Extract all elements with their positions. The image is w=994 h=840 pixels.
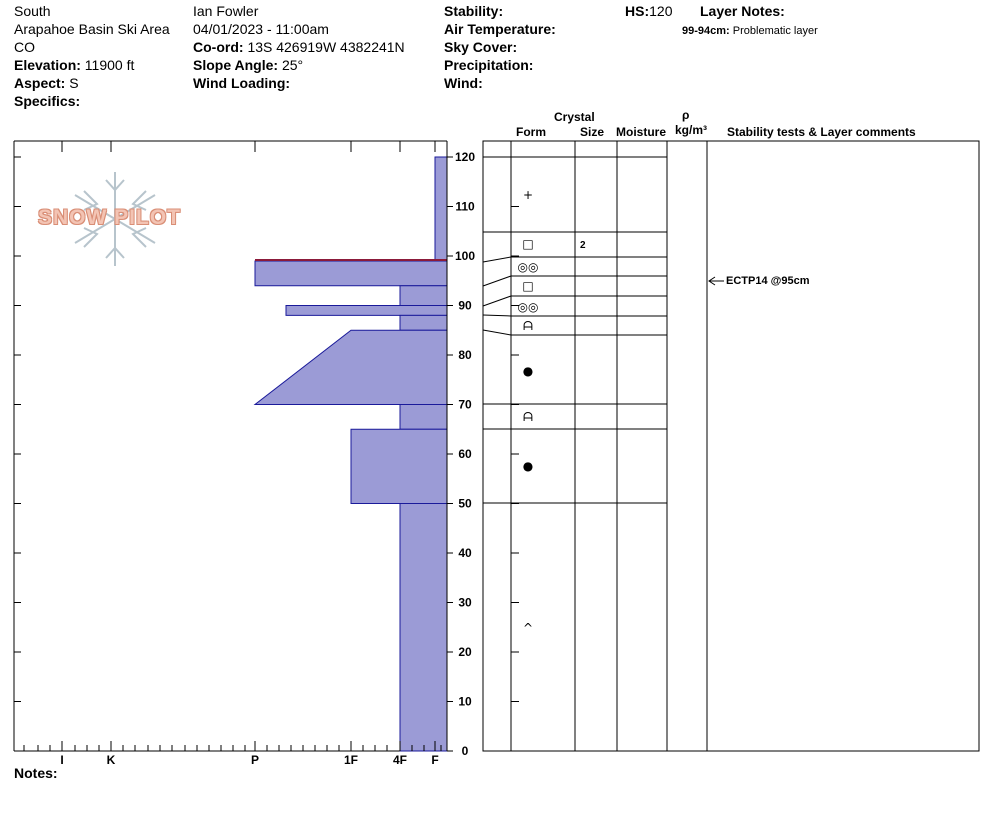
depth-tick-label-0: 0 <box>462 744 469 758</box>
depth-tick-label-60: 60 <box>458 447 472 461</box>
wind-loading-label: Wind Loading: <box>193 75 291 91</box>
logo-text: SNOW PILOT <box>38 206 181 229</box>
coord-label: Co-ord: <box>193 39 244 55</box>
specifics-label: Specifics: <box>14 93 81 109</box>
layer-note-text: Problematic layer <box>732 25 818 37</box>
date-time: 04/01/2023 - 11:00am <box>193 21 329 37</box>
layer-connector-96 <box>482 275 512 287</box>
aspect-value: S <box>69 75 79 91</box>
elevation: Elevation: 11900 ft <box>14 57 134 74</box>
hardness-bar-6 <box>399 404 448 430</box>
coordinates: Co-ord: 13S 426919W 4382241N <box>193 39 405 56</box>
depth-tick-label-80: 80 <box>458 348 472 362</box>
depth-tick-label-70: 70 <box>458 398 472 412</box>
precip-label: Precipitation: <box>444 57 534 73</box>
grain-form-symbol-102: □ <box>522 237 533 251</box>
layer-notes-label: Layer Notes: <box>700 3 785 19</box>
hardness-bar-3 <box>285 305 448 316</box>
air-temp-label: Air Temperature: <box>444 21 556 37</box>
snow-height: HS:120 <box>625 3 672 20</box>
hardness-bar-5 <box>253 329 448 405</box>
layer-connector-92 <box>482 295 512 307</box>
stability-label: Stability: <box>444 3 504 19</box>
arrow-head-icon <box>708 276 716 286</box>
elevation-value: 11900 ft <box>84 57 135 73</box>
rho-header: ρ <box>682 108 690 122</box>
hardness-bar-8 <box>399 503 448 752</box>
form-header: Form <box>516 125 546 139</box>
grain-form-symbol-90: ◎◎ <box>518 300 539 314</box>
stability-comments-header: Stability tests & Layer comments <box>727 125 916 139</box>
layer-connector-99 <box>482 256 512 263</box>
hardness-bar-1 <box>254 260 448 287</box>
hardness-tick-label-I: I <box>60 753 63 767</box>
observer-name: Ian Fowler <box>193 3 259 19</box>
grain-form-symbol-68: ᗩ <box>523 410 533 424</box>
grain-form-symbol-58: ● <box>523 459 533 473</box>
snowflake-icon <box>74 172 156 266</box>
hardness-tick-label-4F: 4F <box>393 753 407 767</box>
aspect-label: Aspect: <box>14 75 66 91</box>
layer-table-frame <box>482 140 980 752</box>
notes-label: Notes: <box>14 765 58 781</box>
depth-tick-label-50: 50 <box>458 497 472 511</box>
density-unit-header: kg/m³ <box>675 123 708 137</box>
hardness-bar-2 <box>399 285 448 306</box>
aspect: Aspect: S <box>14 75 79 92</box>
size-header: Size <box>580 125 605 139</box>
crystal-header: Crystal <box>554 110 595 124</box>
layer-note-range: 99-94cm: <box>682 25 730 37</box>
wind-label: Wind: <box>444 75 483 91</box>
depth-tick-label-90: 90 <box>458 299 472 313</box>
elevation-label: Elevation: <box>14 57 81 73</box>
depth-tick-label-120: 120 <box>455 150 475 164</box>
grain-form-symbol-25: ^ <box>523 621 533 635</box>
depth-tick-label-110: 110 <box>455 200 475 214</box>
grain-form-symbol-86: ᗩ <box>523 319 533 333</box>
hardness-tick-label-1F: 1F <box>344 753 358 767</box>
layer-connector-84 <box>482 329 512 336</box>
moisture-header: Moisture <box>616 125 667 139</box>
sky-cover-label: Sky Cover: <box>444 39 518 55</box>
grain-form-symbol-94: □ <box>522 279 533 293</box>
coord-value: 13S 426919W 4382241N <box>247 39 405 55</box>
layer-note: 99-94cm: Problematic layer <box>682 23 818 40</box>
hardness-bar-4 <box>399 314 448 331</box>
grain-form-symbol-77: ● <box>523 364 533 378</box>
aspect-region: South <box>14 3 51 19</box>
hardness-bar-0 <box>434 156 448 262</box>
depth-tick-label-30: 30 <box>458 596 472 610</box>
state: CO <box>14 39 35 55</box>
hardness-tick-label-F: F <box>431 753 438 767</box>
grain-form-symbol-112: + <box>523 188 533 202</box>
hardness-tick-label-P: P <box>251 753 259 767</box>
slope-angle: Slope Angle: 25° <box>193 57 303 74</box>
hardness-bar-7 <box>350 428 448 504</box>
grain-form-symbol-98: ◎◎ <box>518 260 539 274</box>
hs-label: HS: <box>625 3 650 19</box>
hs-value: 120 <box>649 3 673 19</box>
hardness-tick-label-K: K <box>107 753 116 767</box>
stability-test-comment: ECTP14 @95cm <box>726 275 810 287</box>
location-name: Arapahoe Basin Ski Area <box>14 21 170 37</box>
depth-tick-label-40: 40 <box>458 546 472 560</box>
depth-tick-label-10: 10 <box>458 695 472 709</box>
layer-connector-88 <box>482 314 512 317</box>
depth-tick-label-100: 100 <box>455 249 475 263</box>
depth-tick-label-20: 20 <box>458 645 472 659</box>
slope-value: 25° <box>281 57 304 73</box>
grain-size-102: 2 <box>580 240 586 251</box>
slope-label: Slope Angle: <box>193 57 279 73</box>
